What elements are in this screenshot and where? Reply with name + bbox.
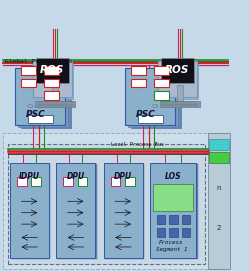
Bar [125,178,135,186]
Bar [17,178,27,186]
Bar [158,61,197,97]
Bar [52,85,58,106]
Bar [182,228,190,237]
Text: IDPU: IDPU [19,172,40,181]
Bar [177,85,183,106]
Text: PSC: PSC [26,110,46,119]
Bar [8,144,205,264]
Text: ROS: ROS [165,65,190,75]
Text: PSC: PSC [136,110,156,119]
Bar [2,59,115,65]
Bar [21,71,71,128]
Bar [170,215,178,224]
Bar [78,178,87,186]
Bar [131,79,146,87]
Bar [21,66,36,75]
Bar [131,71,181,128]
Bar [32,61,72,97]
Bar [58,164,96,259]
Bar [2,133,225,269]
Bar [10,163,49,258]
Bar [154,79,169,87]
Bar [159,64,198,99]
Bar [18,70,68,127]
Bar [63,178,73,186]
Bar [161,57,194,83]
Bar [44,79,59,87]
Bar [154,66,169,75]
Bar [56,163,95,258]
Text: n: n [216,185,221,191]
Bar [15,68,65,125]
Bar [152,164,198,259]
Bar [28,115,52,123]
Ellipse shape [153,104,158,108]
Bar [35,101,75,107]
Bar [170,228,178,237]
Bar [208,133,230,269]
Text: DPU: DPU [114,172,132,181]
Bar [44,66,59,75]
Bar [21,79,36,87]
Bar [153,184,194,211]
Bar [31,178,41,186]
Bar [209,152,229,163]
Bar [160,101,200,107]
Bar [128,70,178,127]
Bar [111,178,120,186]
Text: Local Process Bus: Local Process Bus [111,142,164,147]
Text: 2: 2 [216,225,221,231]
Bar [36,57,68,83]
Bar [157,215,165,224]
Text: DPU: DPU [66,172,85,181]
Bar [138,115,162,123]
Bar [209,139,229,150]
Bar [105,164,144,259]
Text: ROS: ROS [40,65,64,75]
Text: Process
Segment 1: Process Segment 1 [156,240,187,252]
Bar [131,66,146,75]
Bar [157,228,165,237]
Ellipse shape [28,104,33,108]
Bar [34,64,73,99]
Bar [12,164,50,259]
Text: LOS: LOS [165,172,182,181]
Bar [182,215,190,224]
Bar [154,91,169,100]
Bar [104,163,142,258]
Text: Global Process Bus: Global Process Bus [5,59,72,64]
Bar [150,163,196,258]
Bar [125,68,175,125]
Bar [44,91,59,100]
